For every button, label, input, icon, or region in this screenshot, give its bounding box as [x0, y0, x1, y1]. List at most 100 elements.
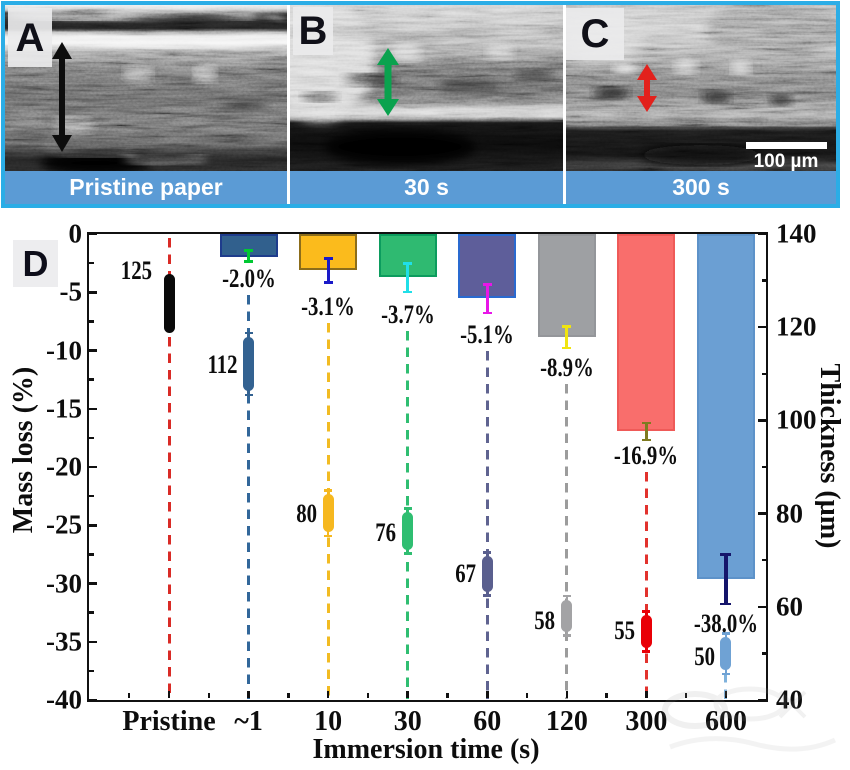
thickness-point-~1	[243, 336, 255, 392]
right-tick-label-120: 120	[776, 311, 817, 342]
bar-value-label-120: -8.9%	[539, 353, 594, 383]
x-category-label-60: 60	[473, 706, 502, 737]
thickness-point-30	[402, 512, 414, 550]
sem-letter-C: C	[580, 12, 610, 56]
x-minor-tick	[127, 693, 131, 698]
scale-bar	[746, 142, 827, 149]
bar-error-cap-bottom-30	[403, 290, 413, 294]
sem-caption-banner-C: 300 s	[566, 171, 836, 204]
x-axis-title: Immersion time (s)	[312, 734, 540, 765]
thickness-error-cap-top-60	[483, 551, 492, 554]
left-tick-label--20: -20	[46, 451, 82, 482]
bar-error-cap-bottom-600	[720, 602, 732, 606]
x-category-label-Pristine: Pristine	[122, 706, 216, 737]
x-minor-tick	[525, 693, 529, 698]
bar-error-cap-top-10	[323, 257, 333, 260]
x-minor-tick	[287, 693, 290, 698]
right-tick-80	[758, 512, 766, 515]
left-tick-label--40: -40	[46, 684, 82, 715]
left-tick-0	[89, 232, 97, 236]
panel-label-box-D: D	[13, 240, 58, 287]
bar-error-cap-top-~1	[244, 249, 254, 252]
x-minor-tick	[605, 693, 608, 698]
x-category-label-600: 600	[704, 706, 747, 737]
x-tick-300	[645, 690, 648, 698]
bar-value-label-~1: -2.0%	[221, 263, 276, 293]
thickness-value-label-~1: 112	[207, 350, 238, 379]
guide-line-300	[644, 472, 648, 699]
panel-letter-D: D	[22, 242, 49, 284]
thickness-error-cap-top-30	[403, 507, 412, 510]
thickness-value-label-60: 67	[454, 558, 476, 588]
bar-120	[537, 234, 596, 338]
bar-error-10	[326, 258, 330, 283]
thickness-value-label-30: 76	[375, 518, 397, 548]
x-tick-Pristine	[167, 690, 171, 698]
left-tick--20	[89, 465, 97, 469]
sem-letter-A: A	[15, 15, 45, 60]
bar-error-cap-bottom-10	[323, 281, 333, 284]
guide-line-120	[565, 384, 569, 699]
x-tick-120	[565, 690, 569, 698]
x-tick-10	[326, 690, 330, 698]
thickness-arrow-C	[637, 64, 657, 112]
bar-error-~1	[247, 250, 251, 262]
bar-error-cap-top-120	[562, 325, 572, 328]
left-minor-tick	[89, 611, 94, 614]
sem-panel-divider	[563, 5, 566, 204]
thickness-error-cap-bottom-30	[403, 552, 412, 555]
left-tick--15	[89, 407, 97, 410]
bar-error-30	[406, 263, 410, 293]
sem-caption-banner-A: Pristine paper	[5, 171, 287, 204]
x-tick-600	[724, 690, 728, 698]
thickness-error-cap-bottom-10	[324, 534, 333, 538]
left-axis-title: Mass loss (%)	[8, 366, 39, 534]
sem-texture-B	[290, 5, 563, 171]
bar-error-60	[485, 284, 489, 314]
bar-error-cap-bottom-300	[641, 438, 651, 442]
thickness-error-cap-top-120	[562, 594, 571, 598]
right-tick-120	[758, 325, 766, 329]
x-category-label-30: 30	[393, 706, 422, 737]
right-minor-tick	[761, 558, 766, 562]
sem-label-box-B: B	[293, 7, 333, 55]
sem-image-B: B	[290, 5, 563, 171]
thickness-point-600	[720, 637, 732, 671]
thickness-error-cap-top-~1	[244, 331, 253, 335]
thickness-value-label-Pristine: 125	[120, 256, 152, 286]
sem-label-box-C: C	[566, 8, 624, 60]
sem-image-C: C 100 µm	[566, 5, 836, 171]
x-category-label-10: 10	[314, 706, 343, 737]
bar-error-300	[644, 422, 648, 441]
left-tick-label--30: -30	[46, 568, 82, 598]
left-minor-tick	[89, 320, 94, 323]
x-category-label-~1: ~1	[234, 706, 263, 737]
guide-line-Pristine	[167, 238, 171, 699]
sem-label-box-A: A	[8, 8, 52, 67]
x-category-label-120: 120	[545, 706, 588, 737]
thickness-error-cap-bottom-600	[721, 672, 730, 676]
left-tick--5	[89, 291, 97, 294]
right-minor-tick	[761, 465, 766, 469]
right-axis-title: Thickness (µm)	[814, 363, 845, 549]
right-tick-label-140: 140	[776, 218, 817, 249]
guide-line-~1	[247, 294, 251, 699]
left-minor-tick	[89, 669, 94, 673]
left-tick-label--10: -10	[46, 335, 82, 365]
right-minor-tick	[761, 652, 766, 655]
left-tick--10	[89, 349, 97, 352]
sem-caption-banner-B: 30 s	[290, 171, 563, 204]
thickness-value-label-300: 55	[614, 616, 635, 646]
right-tick-label-60: 60	[776, 591, 803, 622]
right-minor-tick	[761, 279, 766, 282]
right-tick-60	[758, 605, 766, 609]
thickness-value-label-600: 50	[693, 641, 715, 671]
bar-value-label-600: -38.0%	[693, 609, 759, 639]
thickness-error-cap-top-10	[324, 489, 333, 492]
sem-panel-divider	[287, 5, 290, 204]
sem-letter-B: B	[298, 9, 328, 53]
left-minor-tick	[89, 261, 94, 265]
sem-caption-A: Pristine paper	[69, 174, 223, 200]
